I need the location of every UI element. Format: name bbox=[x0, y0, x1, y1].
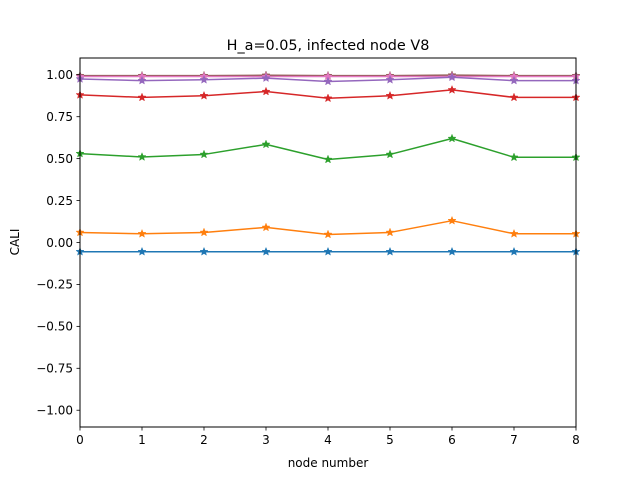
y-axis: −1.00 −0.75 −0.50 −0.25 0.00 0.25 0.50 0.75 1.00 bbox=[36, 68, 80, 418]
data-point bbox=[323, 93, 333, 103]
data-point bbox=[385, 90, 395, 100]
data-point bbox=[199, 246, 209, 256]
y-tick-label: 0.75 bbox=[46, 110, 73, 124]
data-point bbox=[323, 76, 333, 86]
x-tick-label: 3 bbox=[262, 433, 270, 447]
y-tick-label: 1.00 bbox=[46, 68, 73, 82]
data-point bbox=[261, 222, 271, 232]
data-point bbox=[137, 228, 147, 238]
data-point bbox=[261, 246, 271, 256]
x-axis-label: node number bbox=[288, 456, 369, 470]
data-point bbox=[509, 246, 519, 256]
data-point bbox=[509, 92, 519, 102]
data-point bbox=[447, 72, 457, 82]
data-point bbox=[509, 75, 519, 85]
data-point bbox=[385, 149, 395, 159]
data-point bbox=[199, 149, 209, 159]
data-point bbox=[199, 74, 209, 84]
y-tick-label: −0.25 bbox=[36, 278, 73, 292]
x-tick-label: 2 bbox=[200, 433, 208, 447]
y-tick-label: −0.50 bbox=[36, 320, 73, 334]
data-point bbox=[261, 73, 271, 83]
chart-title: H_a=0.05, infected node V8 bbox=[227, 38, 430, 54]
data-point bbox=[509, 228, 519, 238]
data-point bbox=[385, 74, 395, 84]
x-tick-label: 6 bbox=[448, 433, 456, 447]
data-point bbox=[137, 246, 147, 256]
data-point bbox=[137, 92, 147, 102]
data-point bbox=[323, 229, 333, 239]
x-tick-label: 7 bbox=[510, 433, 518, 447]
data-point bbox=[261, 139, 271, 149]
y-tick-label: 0.00 bbox=[46, 236, 73, 250]
data-point bbox=[199, 227, 209, 237]
data-point bbox=[199, 90, 209, 100]
data-point bbox=[261, 86, 271, 96]
data-point bbox=[447, 84, 457, 94]
data-point bbox=[385, 246, 395, 256]
data-point bbox=[137, 152, 147, 161]
data-point bbox=[509, 152, 519, 162]
data-point bbox=[447, 246, 457, 256]
data-point bbox=[385, 227, 395, 237]
y-tick-label: 0.50 bbox=[46, 152, 73, 166]
x-tick-label: 4 bbox=[324, 433, 332, 447]
data-point bbox=[447, 215, 457, 225]
data-point bbox=[447, 133, 457, 143]
data-point bbox=[323, 154, 333, 164]
data-point bbox=[323, 246, 333, 256]
data-point bbox=[137, 75, 147, 85]
x-tick-label: 0 bbox=[76, 433, 84, 447]
y-tick-label: 0.25 bbox=[46, 194, 73, 208]
x-tick-label: 5 bbox=[386, 433, 394, 447]
y-tick-label: −1.00 bbox=[36, 404, 73, 418]
x-tick-label: 8 bbox=[572, 433, 580, 447]
x-tick-label: 1 bbox=[138, 433, 146, 447]
y-tick-label: −0.75 bbox=[36, 362, 73, 376]
y-axis-label: CALI bbox=[8, 229, 22, 256]
x-axis: 0 1 2 3 4 5 6 7 8 bbox=[76, 427, 580, 447]
